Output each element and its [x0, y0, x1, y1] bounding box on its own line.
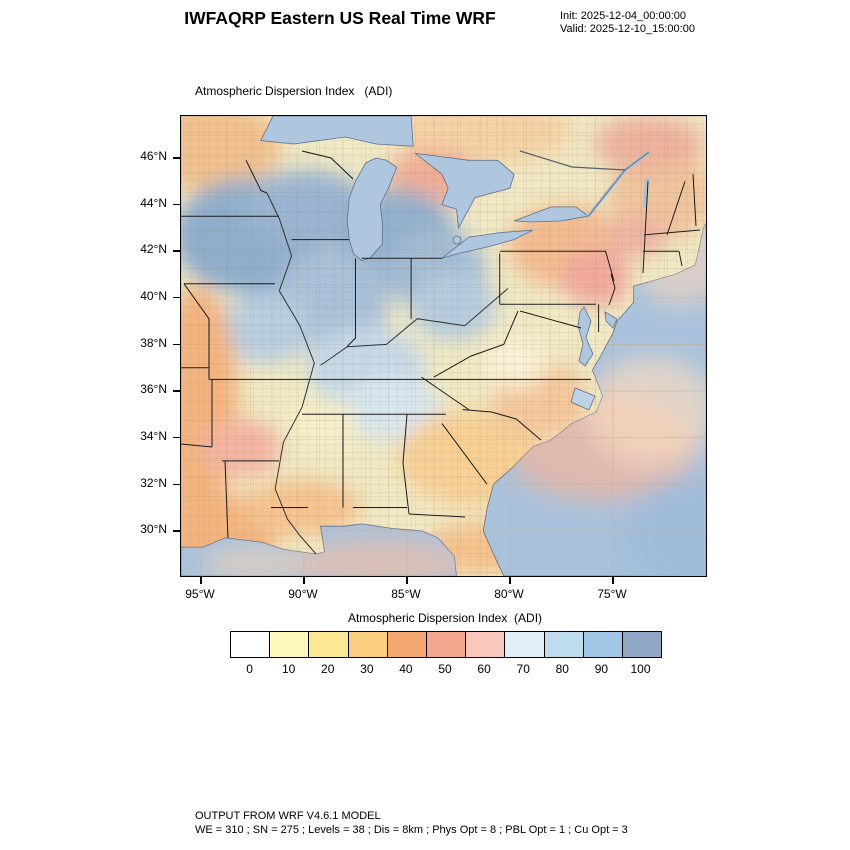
lake-huron: [413, 152, 515, 230]
lake-superior: [260, 116, 414, 147]
lon-tick-label: 90°W: [288, 587, 318, 601]
footer-config-line: WE = 310 ; SN = 275 ; Levels = 38 ; Dis …: [195, 824, 628, 836]
colorbar-cell: [426, 632, 467, 657]
lat-tickmark: [173, 483, 180, 486]
colorbar-cell: [544, 632, 584, 657]
lon-tick-label: 85°W: [391, 587, 421, 601]
pamlico-sound: [570, 387, 596, 411]
colorbar: [230, 631, 662, 658]
lon-tickmark: [200, 577, 202, 584]
colorbar-tick-label: 10: [281, 662, 296, 676]
lat-tickmark: [173, 530, 180, 532]
lat-tickmark: [173, 296, 180, 299]
colorbar-tick-label: 20: [321, 662, 335, 676]
mississippi-river: [266, 192, 317, 555]
init-timestamp: Init: 2025-12-04_00:00:00: [560, 10, 686, 22]
lat-tick-label: 30°N: [140, 522, 167, 537]
longitude-axis: 95°W 90°W 85°W 80°W 75°W: [180, 577, 708, 611]
colorbar-cell: [309, 632, 349, 657]
colorbar-cell: [270, 632, 310, 657]
lat-tick-label: 40°N: [140, 288, 167, 303]
colorbar-tick-label: 90: [594, 662, 609, 676]
lat-tickmark: [173, 157, 180, 159]
state-boundaries: [181, 150, 701, 538]
lat-tick-label: 42°N: [140, 242, 167, 257]
valid-timestamp: Valid: 2025-12-10_15:00:00: [560, 23, 695, 35]
lat-tick-label: 38°N: [140, 335, 167, 350]
map-caption: Atmospheric Dispersion Index (ADI): [195, 84, 393, 98]
footer-model-line: OUTPUT FROM WRF V4.6.1 MODEL: [195, 810, 381, 822]
lat-tickmark: [173, 250, 180, 252]
lat-tick-label: 46°N: [140, 149, 167, 163]
page-title: IWFAQRP Eastern US Real Time WRF: [184, 8, 496, 28]
colorbar-tick-label: 70: [516, 662, 530, 676]
great-lakes: [260, 116, 618, 411]
lon-tickmark: [509, 577, 511, 584]
lake-michigan: [346, 157, 398, 261]
chesapeake-bay: [577, 306, 594, 367]
colorbar-cell: [348, 632, 388, 657]
colorbar-tick-label: 50: [438, 662, 452, 676]
colorbar-tick-label: 0: [246, 662, 253, 676]
colorbar-cell: [505, 632, 545, 657]
colorbar-tick-label: 30: [360, 662, 374, 676]
colorbar-cell: [231, 632, 271, 657]
colorbar-tick-label: 100: [630, 662, 651, 676]
colorbar-tick-label: 80: [555, 662, 569, 676]
lat-tickmark: [173, 390, 180, 392]
lat-tick-label: 34°N: [140, 428, 167, 443]
rivers: [266, 150, 651, 555]
ohio-river: [320, 288, 509, 366]
colorbar-cell: [466, 632, 506, 657]
lat-tickmark: [173, 343, 180, 346]
lon-tickmark: [612, 577, 614, 584]
lon-tick-label: 75°W: [597, 587, 627, 601]
lake-erie: [441, 229, 533, 259]
colorbar-title: Atmospheric Dispersion Index (ADI): [347, 611, 543, 625]
latitude-axis: 46°N 44°N 42°N 40°N 38°N 36°N 34°N 32°N 30°N: [118, 115, 180, 579]
lat-tickmark: [173, 203, 180, 206]
colorbar-tick-label: 60: [477, 662, 491, 676]
colorbar-labels: 0 10 20 30 40 50 60 70 80 90 100: [230, 662, 660, 676]
delaware-bay: [604, 311, 618, 329]
lon-tickmark: [406, 577, 408, 584]
colorbar-cell: [583, 632, 623, 657]
lat-tick-label: 36°N: [140, 382, 167, 397]
lon-tick-label: 95°W: [185, 587, 215, 601]
colorbar-tick-label: 40: [399, 662, 413, 676]
colorbar-cell: [622, 632, 662, 657]
adi-map: [181, 116, 706, 576]
lat-tickmark: [173, 436, 180, 439]
map-frame: [180, 115, 707, 577]
lon-tickmark: [303, 577, 305, 584]
lat-tick-label: 32°N: [140, 475, 167, 490]
colorbar-cell: [387, 632, 427, 657]
lake-st-clair: [452, 235, 462, 245]
lon-tick-label: 80°W: [494, 587, 524, 601]
lat-tick-label: 44°N: [140, 195, 167, 210]
